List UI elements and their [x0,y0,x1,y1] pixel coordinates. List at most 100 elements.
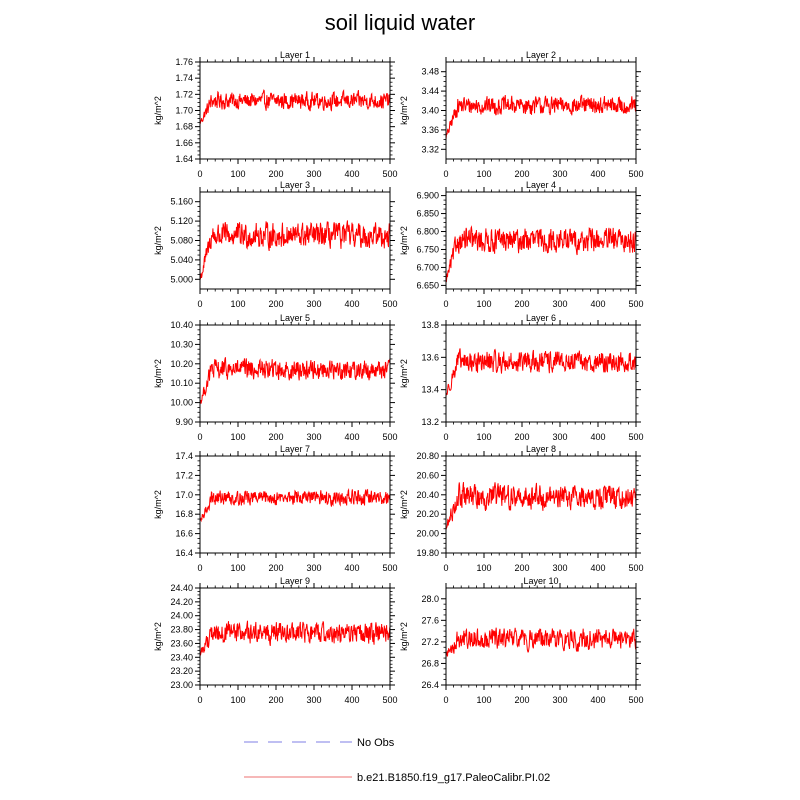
x-tick-label: 500 [382,563,397,573]
y-axis-label: kg/m^2 [399,622,409,651]
panels-grid: Layer 1 kg/m^2 1.64 1.66 1.68 1.70 1.72 1.74 1.7… [153,50,644,705]
y-tick-label: 1.64 [175,154,193,164]
y-tick-label: 10.20 [170,359,193,369]
y-tick-label: 23.40 [170,652,193,662]
panel-title: Layer 5 [280,313,310,323]
series-line [446,627,636,659]
panel-layer-2: Layer 2 kg/m^2 3.32 3.36 3.40 3.44 3.48 0 100 200… [399,50,644,179]
x-tick-label: 300 [552,695,567,705]
x-tick-label: 500 [382,299,397,309]
x-tick-label: 100 [476,695,491,705]
x-tick-label: 400 [344,432,359,442]
plot-frame [199,455,391,554]
x-tick-label: 100 [230,563,245,573]
y-tick-label: 10.30 [170,339,193,349]
x-tick-label: 500 [628,432,643,442]
figure-title: soil liquid water [325,10,475,35]
y-tick-label: 16.6 [175,529,193,539]
panel-layer-5: Layer 5 kg/m^2 9.90 10.00 10.10 10.20 10.30 10.… [153,313,398,442]
panel-title: Layer 1 [280,50,310,60]
y-tick-label: 26.4 [421,680,439,690]
y-tick-label: 6.650 [416,280,439,290]
y-axis-label: kg/m^2 [153,622,163,651]
x-tick-label: 200 [268,299,283,309]
x-tick-label: 0 [197,169,202,179]
plot-frame [199,324,391,423]
legend: No Obs b.e21.B1850.f19_g17.PaleoCalibr.P… [244,737,550,784]
y-tick-label: 3.32 [421,144,439,154]
panel-layer-1: Layer 1 kg/m^2 1.64 1.66 1.68 1.70 1.72 1.74 1.7… [153,50,398,179]
y-tick-label: 6.700 [416,262,439,272]
y-tick-label: 10.10 [170,378,193,388]
x-tick-label: 0 [443,432,448,442]
x-tick-label: 500 [628,563,643,573]
panel-layer-4: Layer 4 kg/m^2 6.650 6.700 6.750 6.800 6.850 6.… [399,180,644,309]
y-tick-label: 20.40 [416,490,439,500]
y-tick-label: 20.80 [416,451,439,461]
legend-run-label: b.e21.B1850.f19_g17.PaleoCalibr.PI.02 [357,772,550,784]
x-tick-label: 300 [306,432,321,442]
y-tick-label: 1.66 [175,138,193,148]
x-tick-label: 500 [382,169,397,179]
panel-title: Layer 7 [280,444,310,454]
y-tick-label: 3.36 [421,125,439,135]
plot-frame [199,587,391,686]
x-tick-label: 200 [514,432,529,442]
y-tick-label: 27.2 [421,637,439,647]
y-axis-label: kg/m^2 [399,226,409,255]
x-tick-label: 300 [552,432,567,442]
x-tick-label: 500 [382,695,397,705]
x-tick-label: 400 [590,299,605,309]
y-tick-label: 5.120 [170,216,193,226]
y-axis-label: kg/m^2 [153,96,163,125]
plot-frame [445,587,637,686]
x-tick-label: 300 [552,169,567,179]
panel-title: Layer 6 [526,313,556,323]
panel-layer-10: Layer 10 kg/m^2 26.4 26.8 27.2 27.6 28.0 0 100 20… [399,576,644,705]
x-tick-label: 0 [443,695,448,705]
y-tick-label: 3.48 [421,67,439,77]
x-tick-label: 0 [443,299,448,309]
y-tick-label: 23.00 [170,680,193,690]
y-tick-label: 5.000 [170,274,193,284]
x-tick-label: 200 [268,432,283,442]
y-tick-label: 5.160 [170,197,193,207]
series-line [200,89,390,124]
y-tick-label: 10.40 [170,320,193,330]
series-line [446,225,636,283]
y-tick-label: 24.00 [170,611,193,621]
y-tick-label: 1.72 [175,89,193,99]
y-tick-label: 1.76 [175,57,193,67]
y-tick-label: 24.40 [170,583,193,593]
y-tick-label: 6.750 [416,244,439,254]
x-tick-label: 0 [443,169,448,179]
x-tick-label: 500 [628,299,643,309]
panel-title: Layer 2 [526,50,556,60]
x-tick-label: 300 [306,695,321,705]
series-line [200,357,390,405]
plot-frame [199,191,391,290]
x-tick-label: 500 [382,432,397,442]
y-tick-label: 13.8 [421,320,439,330]
y-tick-label: 13.4 [421,385,439,395]
plot-frame [445,191,637,290]
plot-frame [445,324,637,423]
x-tick-label: 300 [552,299,567,309]
x-tick-label: 100 [230,432,245,442]
y-tick-label: 28.0 [421,594,439,604]
x-tick-label: 200 [268,169,283,179]
y-tick-label: 1.74 [175,73,193,83]
y-tick-label: 10.00 [170,398,193,408]
x-tick-label: 400 [590,695,605,705]
y-tick-label: 17.4 [175,451,193,461]
y-tick-label: 13.6 [421,352,439,362]
panel-title: Layer 8 [526,444,556,454]
y-tick-label: 23.60 [170,638,193,648]
x-tick-label: 200 [268,695,283,705]
x-tick-label: 300 [306,563,321,573]
y-tick-label: 1.68 [175,122,193,132]
x-tick-label: 200 [514,169,529,179]
x-tick-label: 500 [628,695,643,705]
series-line [200,487,390,523]
